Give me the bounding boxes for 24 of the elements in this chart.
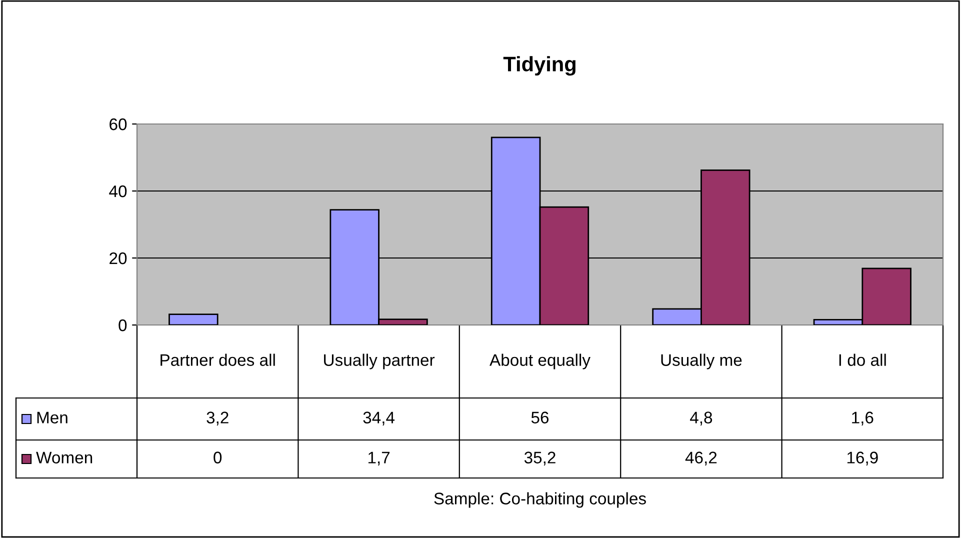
data-label: 16,9 bbox=[847, 452, 878, 466]
text: Sample: Co-habiting couples bbox=[434, 492, 646, 508]
x-tick-label: I do all bbox=[839, 354, 886, 366]
x-tick-label: About equally bbox=[490, 354, 590, 370]
data-label: 56 bbox=[531, 412, 549, 424]
data-label: 4,8 bbox=[690, 412, 712, 426]
y-tick-label: 60 bbox=[110, 118, 127, 130]
data-label: 35,2 bbox=[524, 452, 556, 466]
x-tick-label: Usually me bbox=[661, 354, 742, 370]
data-label: 1,7 bbox=[368, 452, 390, 466]
data-label: 0 bbox=[214, 452, 222, 464]
y-tick-label: 20 bbox=[110, 252, 127, 264]
data-label: 3,2 bbox=[206, 412, 228, 426]
x-tick-label: Usually partner bbox=[324, 354, 435, 370]
y-tick-label: 0 bbox=[118, 319, 127, 332]
legend-label: Men bbox=[37, 412, 68, 424]
data-label: 34,4 bbox=[363, 412, 395, 426]
chart-title: Tidying bbox=[503, 56, 576, 76]
legend-label: Women bbox=[36, 452, 92, 464]
bar bbox=[168, 314, 218, 325]
data-label: 46,2 bbox=[685, 452, 717, 466]
y-tick-label: 40 bbox=[109, 185, 127, 198]
x-tick-label: Partner does all bbox=[160, 354, 275, 366]
data-label: 1,6 bbox=[852, 412, 874, 426]
